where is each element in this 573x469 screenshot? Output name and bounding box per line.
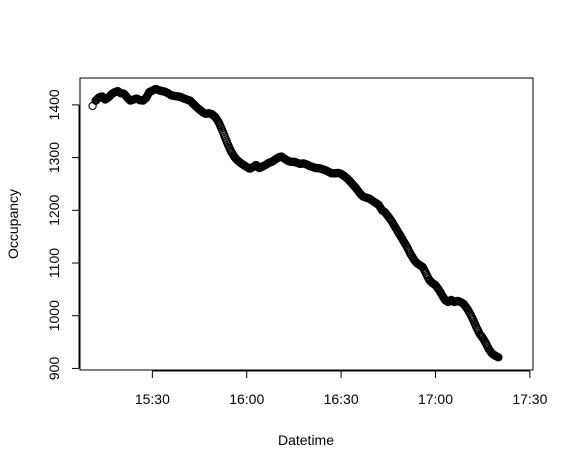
axes: 15:30 16:00 16:30 17:00 17:30 900 1000 1100 1200… — [46, 89, 548, 407]
plot-frame — [79, 77, 534, 371]
x-tick-label: 17:00 — [418, 391, 453, 407]
y-tick-label: 1000 — [46, 300, 62, 331]
y-tick-label: 900 — [46, 357, 62, 381]
x-axis-title: Datetime — [278, 432, 334, 448]
y-axis-title: Occupancy — [5, 189, 21, 259]
x-tick-label: 17:30 — [512, 391, 547, 407]
x-tick-label: 16:30 — [324, 391, 359, 407]
x-tick-label: 16:00 — [229, 391, 264, 407]
data-point — [494, 353, 503, 362]
y-tick-label: 1200 — [46, 195, 62, 226]
y-tick-label: 1100 — [46, 248, 62, 278]
y-tick-label: 1400 — [46, 89, 62, 120]
data-points — [88, 84, 503, 362]
y-tick-label: 1300 — [46, 142, 62, 173]
x-tick-label: 15:30 — [135, 391, 170, 407]
